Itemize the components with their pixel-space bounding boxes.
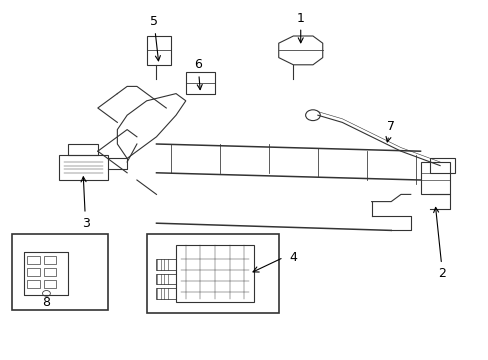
Text: 4: 4 [289, 251, 297, 264]
Text: 3: 3 [81, 177, 89, 230]
Bar [156, 274, 176, 284]
Bar [27, 280, 40, 288]
Text: 5: 5 [150, 15, 160, 61]
Bar [44, 256, 56, 264]
Bar [146, 234, 278, 313]
Text: 1: 1 [296, 12, 304, 43]
Bar [59, 155, 107, 180]
Bar [27, 256, 40, 264]
Bar [420, 162, 449, 194]
Bar [176, 245, 254, 302]
Text: 7: 7 [385, 120, 394, 142]
Bar [156, 288, 176, 299]
Bar [185, 72, 215, 94]
Text: 2: 2 [433, 207, 446, 280]
Bar [44, 280, 56, 288]
Text: 8: 8 [42, 296, 50, 309]
Bar [12, 234, 107, 310]
Text: 6: 6 [194, 58, 202, 90]
Bar [24, 252, 68, 295]
Bar [156, 259, 176, 270]
Bar [146, 36, 171, 65]
Bar [44, 268, 56, 276]
Bar [429, 158, 454, 173]
Bar [68, 144, 98, 155]
Bar [27, 268, 40, 276]
